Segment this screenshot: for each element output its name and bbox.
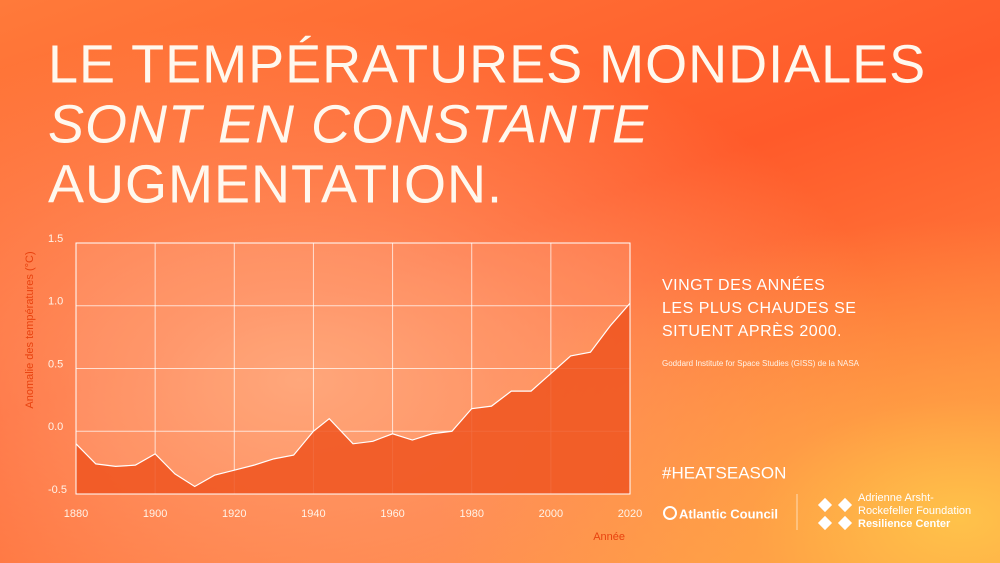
x-tick-label: 1940 xyxy=(301,508,325,520)
source: Goddard Institute for Space Studies (GIS… xyxy=(662,359,860,368)
logo-text: Atlantic Council xyxy=(679,506,778,521)
logo-text: Adrienne Arsht- xyxy=(858,492,934,504)
logo-text: Rockefeller Foundation xyxy=(858,505,971,517)
y-tick-label: 0.5 xyxy=(48,358,63,370)
logo-icon xyxy=(817,497,853,531)
logo-text: Resilience Center xyxy=(858,518,951,530)
x-tick-label: 1900 xyxy=(143,508,167,520)
x-tick-label: 1920 xyxy=(222,508,246,520)
title-line: LE TEMPÉRATURES MONDIALES xyxy=(48,34,926,94)
headline: SITUENT APRÈS 2000. xyxy=(662,321,842,340)
x-tick-label: 2000 xyxy=(539,508,563,520)
title-line: AUGMENTATION. xyxy=(48,154,503,214)
headline: LES PLUS CHAUDES SE xyxy=(662,300,856,317)
line xyxy=(75,302,631,488)
headline: VINGT DES ANNÉES xyxy=(662,275,825,294)
y-tick-label: -0.5 xyxy=(48,484,67,496)
y-tick-label: 1.0 xyxy=(48,296,63,308)
y-axis-label: Anomalie des températures (°C) xyxy=(24,251,36,408)
title-line: SONT EN CONSTANTE xyxy=(48,94,649,154)
x-tick-label: 1880 xyxy=(64,508,88,520)
x-tick-label: 1980 xyxy=(459,508,483,520)
y-tick-label: 0.0 xyxy=(48,421,63,433)
y-tick-label: 1.5 xyxy=(48,233,63,245)
x-tick-label: 2020 xyxy=(618,508,642,520)
logo-icon xyxy=(663,506,677,520)
x-axis-label: Année xyxy=(593,531,625,543)
hashtag: #HEATSEASON xyxy=(662,463,786,482)
x-tick-label: 1960 xyxy=(380,508,404,520)
plot-border xyxy=(75,242,631,495)
area xyxy=(76,303,630,494)
